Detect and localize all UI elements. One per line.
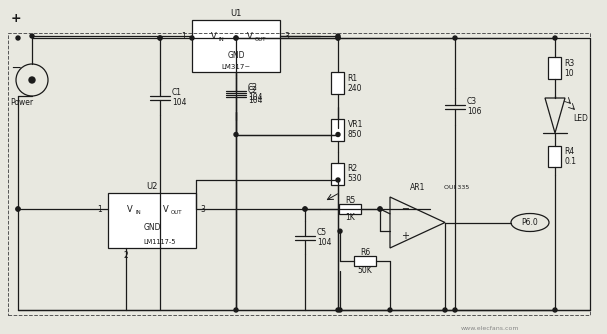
Text: P6.0: P6.0 [521, 218, 538, 227]
Circle shape [16, 207, 20, 211]
Text: +: + [11, 11, 21, 24]
Bar [339, 204, 361, 214]
Text: IN: IN [135, 209, 141, 214]
Text: 3: 3 [200, 204, 205, 213]
Circle shape [190, 36, 194, 40]
Text: +: + [401, 231, 409, 241]
Circle shape [553, 308, 557, 312]
Text: ─: ─ [12, 61, 20, 74]
Text: R4: R4 [565, 147, 575, 156]
Text: LM1117-5: LM1117-5 [144, 239, 176, 245]
Text: 50K: 50K [358, 266, 372, 275]
Text: 106: 106 [467, 107, 481, 116]
Text: 0.1: 0.1 [565, 157, 577, 166]
Text: www.elecfans.com: www.elecfans.com [461, 326, 519, 331]
Circle shape [443, 308, 447, 312]
Circle shape [378, 207, 382, 211]
Text: C2: C2 [248, 86, 258, 95]
Text: ─: ─ [402, 204, 408, 214]
Text: 2: 2 [124, 250, 128, 260]
Text: R1: R1 [347, 73, 358, 82]
Text: 3: 3 [285, 31, 290, 40]
Bar [354, 256, 376, 266]
Text: 104: 104 [248, 93, 262, 102]
Text: U2: U2 [146, 181, 158, 190]
Circle shape [453, 308, 457, 312]
Text: GND: GND [143, 223, 161, 232]
Circle shape [303, 207, 307, 211]
Text: OUT: OUT [171, 209, 183, 214]
Circle shape [336, 308, 340, 312]
Text: 10: 10 [565, 68, 574, 77]
Text: 1K: 1K [345, 213, 355, 222]
Text: C1: C1 [172, 88, 182, 97]
Circle shape [16, 207, 20, 211]
Bar [331, 163, 345, 184]
Text: U1: U1 [230, 8, 242, 17]
Circle shape [16, 36, 20, 40]
Text: 1: 1 [181, 31, 186, 40]
Circle shape [453, 36, 457, 40]
Text: R3: R3 [565, 58, 575, 67]
Bar [8, 33, 590, 315]
Text: 104: 104 [248, 96, 262, 105]
Text: 1: 1 [98, 204, 103, 213]
Circle shape [234, 36, 238, 40]
Circle shape [553, 36, 557, 40]
Text: OUI 335: OUI 335 [444, 184, 470, 189]
Circle shape [234, 308, 238, 312]
Text: C2: C2 [248, 83, 258, 92]
Ellipse shape [511, 213, 549, 231]
Bar [192, 20, 280, 72]
Circle shape [338, 229, 342, 233]
Text: V: V [127, 204, 133, 213]
Text: VR1: VR1 [347, 120, 363, 129]
Text: LED: LED [573, 114, 588, 123]
Bar [108, 193, 196, 248]
Text: 104: 104 [317, 238, 331, 247]
Text: 530: 530 [347, 174, 362, 183]
Text: IN: IN [219, 36, 225, 41]
Bar [549, 146, 561, 167]
Circle shape [336, 34, 340, 38]
Circle shape [158, 36, 162, 40]
Text: OUT: OUT [255, 36, 266, 41]
Text: V: V [163, 204, 169, 213]
Text: GND: GND [227, 50, 245, 59]
Text: Power: Power [10, 98, 33, 107]
Circle shape [378, 207, 382, 211]
Circle shape [158, 36, 162, 40]
Bar [331, 119, 345, 141]
Text: 850: 850 [347, 130, 362, 139]
Circle shape [29, 77, 35, 83]
Circle shape [388, 308, 392, 312]
Circle shape [336, 133, 340, 137]
Text: 104: 104 [172, 98, 186, 107]
Circle shape [336, 36, 340, 40]
Circle shape [234, 133, 238, 137]
Text: R2: R2 [347, 164, 358, 173]
Text: V: V [211, 31, 217, 40]
Circle shape [338, 308, 342, 312]
Text: LM317~: LM317~ [222, 64, 251, 70]
Bar [549, 57, 561, 79]
Text: C3: C3 [467, 97, 477, 106]
Circle shape [16, 64, 48, 96]
Circle shape [30, 34, 34, 38]
Circle shape [336, 178, 340, 182]
Text: C5: C5 [317, 228, 327, 237]
Text: R5: R5 [345, 195, 355, 204]
Circle shape [303, 207, 307, 211]
Circle shape [336, 36, 340, 40]
Text: 240: 240 [347, 84, 362, 93]
Text: R6: R6 [360, 248, 370, 257]
Circle shape [234, 36, 238, 40]
Text: AR1: AR1 [410, 182, 426, 191]
Bar [331, 72, 345, 94]
Text: V: V [247, 31, 253, 40]
